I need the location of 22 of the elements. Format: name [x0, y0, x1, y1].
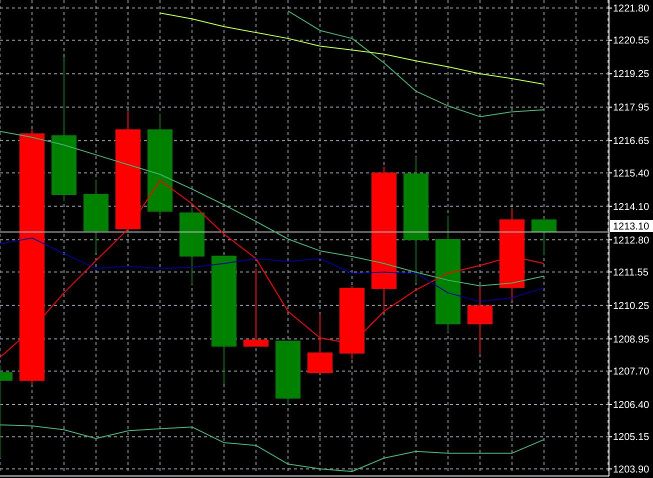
line-series — [288, 10, 544, 118]
line-series — [0, 424, 544, 472]
y-tick-label: 1211.55 — [613, 267, 649, 278]
y-tick-label: 1210.25 — [613, 300, 650, 312]
line-series — [0, 130, 544, 286]
y-tick-label: 1203.90 — [613, 464, 650, 476]
candlestick — [244, 268, 268, 348]
y-tick-label: 1205.15 — [613, 432, 650, 444]
y-tick-label: 1216.65 — [613, 136, 650, 148]
y-tick-label: 1217.95 — [613, 102, 650, 114]
y-tick-label: 1207.70 — [613, 366, 650, 378]
y-tick-label: 1208.95 — [613, 334, 650, 346]
line-series — [160, 12, 544, 85]
y-tick-label: 1212.80 — [613, 235, 650, 246]
y-tick-label: 1206.40 — [613, 400, 650, 412]
y-tick-label: 1215.40 — [613, 168, 650, 180]
y-tick-label: 1214.10 — [613, 202, 650, 213]
y-tick-label: 1220.55 — [613, 36, 650, 47]
y-tick-label: 1219.25 — [613, 69, 650, 80]
ref-line-label: 1213.10 — [613, 222, 650, 233]
y-tick-label: 1221.80 — [613, 4, 650, 15]
line-series — [0, 237, 544, 302]
